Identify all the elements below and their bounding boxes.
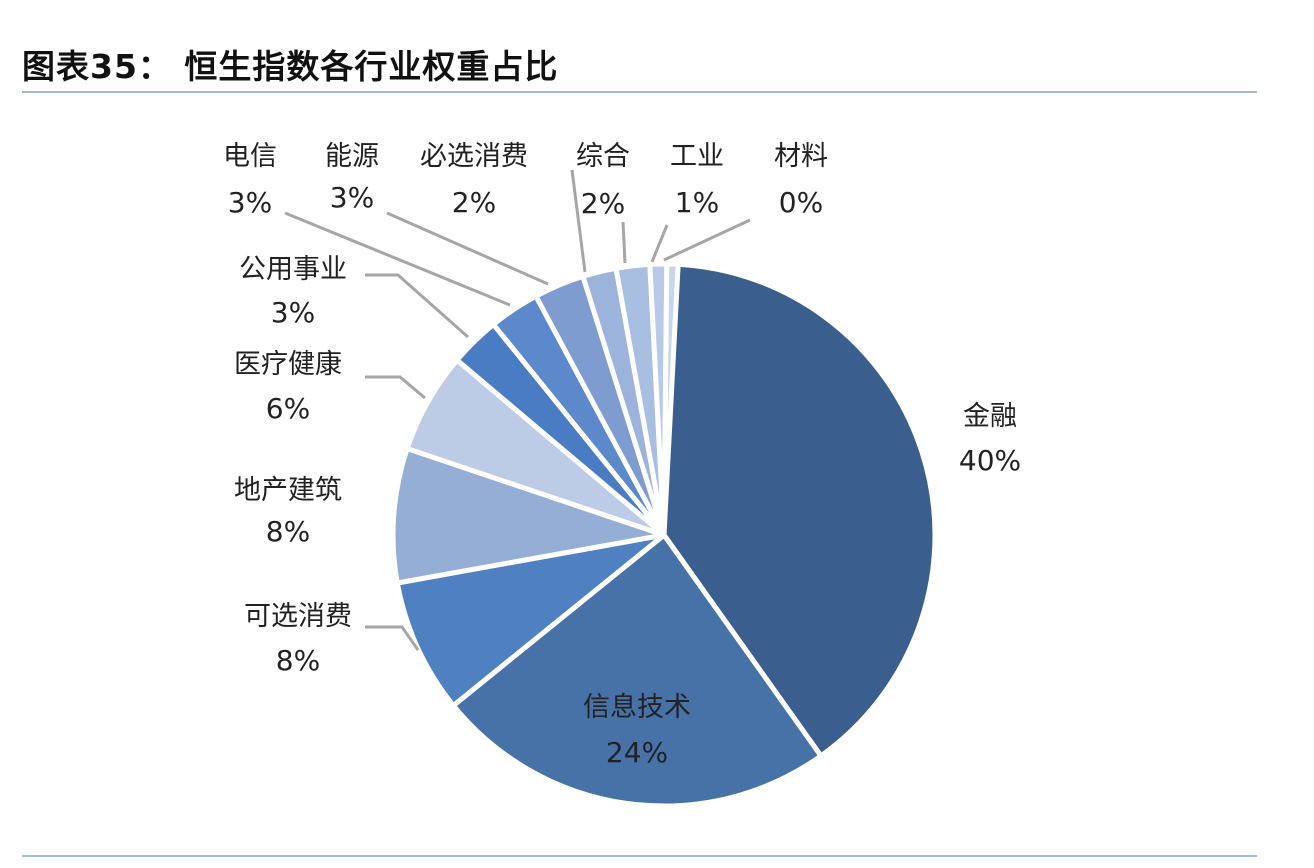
slice-label-value: 8% — [266, 515, 310, 548]
chart-title: 图表35： 恒生指数各行业权重占比 — [22, 47, 559, 86]
slice-label-value: 2% — [581, 187, 625, 220]
leader-line — [365, 625, 420, 651]
slice-label-name: 材料 — [774, 141, 828, 172]
bottom-divider — [22, 855, 1257, 857]
slice-label-name: 能源 — [325, 141, 379, 172]
slice-label-name: 地产建筑 — [234, 475, 342, 506]
leader-line — [663, 218, 751, 262]
slice-label-name: 电信 — [223, 141, 277, 172]
slice-label-value: 0% — [779, 186, 823, 219]
leader-line — [284, 211, 511, 307]
leader-line — [365, 375, 426, 400]
slice-label-name: 金融 — [963, 401, 1017, 432]
slice-label-name: 工业 — [670, 141, 724, 172]
slice-labels: 金融 40% 信息技术 24% 可选消费 8% 地产建筑 8% 医疗健康 6% 公用事业 3% 电信 3%… — [223, 141, 1021, 769]
slice-label-value: 2% — [452, 186, 496, 219]
slice-label-value: 3% — [228, 186, 272, 219]
leader-line — [650, 224, 669, 263]
slice-label-name: 公用事业 — [239, 254, 347, 285]
slice-label-value: 3% — [330, 181, 374, 214]
slice-label-value: 3% — [271, 296, 315, 329]
title-divider — [22, 91, 1257, 93]
slice-label-name: 综合 — [576, 141, 630, 172]
slice-label-name: 必选消费 — [420, 141, 528, 172]
pie-slice-2 — [450, 532, 824, 809]
leader-line — [365, 273, 469, 339]
pie-slice-4 — [390, 446, 667, 586]
slice-label-value: 24% — [606, 736, 668, 769]
slice-label-name: 医疗健康 — [234, 349, 342, 380]
slice-label-value: 8% — [276, 644, 320, 677]
slice-label-value: 6% — [266, 392, 310, 425]
leader-line — [621, 221, 627, 264]
slice-label-name: 信息技术 — [583, 692, 691, 723]
pie-slices — [390, 261, 938, 809]
leader-line — [386, 211, 549, 286]
leader-line — [570, 169, 587, 273]
leader-lines — [284, 169, 751, 651]
pie-slice-1 — [661, 261, 938, 759]
slice-label-value: 40% — [959, 444, 1021, 477]
pie-slice-12 — [661, 261, 681, 538]
slice-label-value: 1% — [675, 186, 719, 219]
slice-label-name: 可选消费 — [244, 601, 352, 632]
